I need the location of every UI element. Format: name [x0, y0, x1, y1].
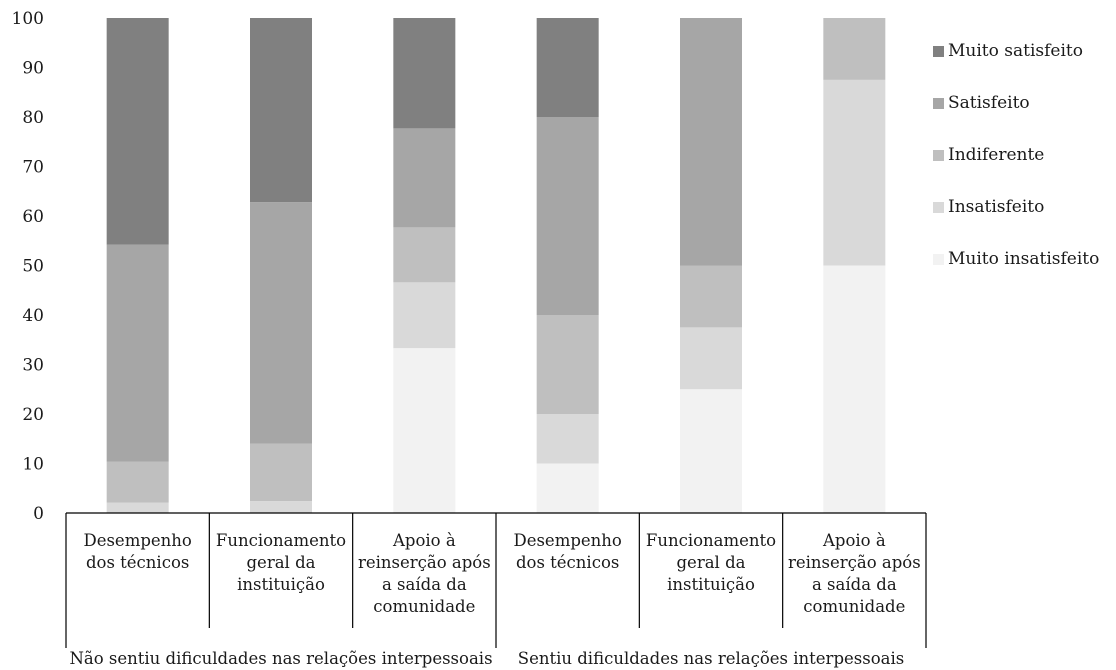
category-label: Funcionamento	[646, 531, 776, 550]
legend-label: Insatisfeito	[948, 197, 1044, 217]
bar-segment	[823, 265, 886, 513]
bar-segment	[393, 18, 456, 129]
category-label: Apoio à	[392, 531, 456, 550]
bar-segment	[250, 18, 312, 203]
y-tick-label: 40	[22, 306, 44, 326]
bar-segment	[393, 227, 456, 283]
bar-segment	[106, 18, 169, 245]
bar-segment	[106, 502, 169, 513]
legend-swatch	[933, 98, 944, 109]
legend-swatch	[933, 254, 944, 265]
category-label: comunidade	[373, 597, 475, 616]
legend-label: Indiferente	[948, 145, 1044, 165]
bar-segment	[680, 327, 742, 390]
bar-segment	[250, 443, 312, 502]
legend-swatch	[933, 46, 944, 57]
bar-segment	[393, 128, 456, 228]
y-tick-label: 60	[22, 207, 44, 227]
category-label: Desempenho	[83, 531, 191, 550]
bar-segment	[536, 463, 599, 513]
bar-segment	[393, 282, 456, 349]
bar-segment	[823, 79, 886, 266]
bar-segment	[536, 18, 599, 117]
bar-segment	[823, 18, 886, 80]
y-tick-label: 10	[22, 455, 44, 475]
category-label: a saída da	[382, 575, 467, 594]
category-label: Funcionamento	[216, 531, 346, 550]
category-label: reinserção após	[788, 553, 921, 572]
legend-label: Muito insatisfeito	[948, 249, 1099, 269]
bar-segment	[250, 202, 312, 444]
bar-segment	[106, 244, 169, 462]
category-label: reinserção após	[358, 553, 491, 572]
bar-segment	[250, 501, 312, 513]
y-tick-label: 80	[22, 108, 44, 128]
category-label: dos técnicos	[516, 553, 619, 572]
category-label: instituição	[237, 575, 325, 594]
y-tick-label: 0	[33, 504, 44, 524]
bar-segment	[536, 414, 599, 464]
bar-segment	[680, 265, 742, 328]
category-label: instituição	[667, 575, 755, 594]
category-label: Apoio à	[822, 531, 886, 550]
y-tick-label: 50	[22, 257, 44, 277]
y-tick-label: 90	[22, 59, 44, 79]
bar-segment	[106, 461, 169, 503]
legend-label: Satisfeito	[948, 93, 1030, 113]
legend-swatch	[933, 150, 944, 161]
bar-segment	[536, 117, 599, 315]
category-label: Desempenho	[513, 531, 621, 550]
y-tick-label: 20	[22, 405, 44, 425]
legend-label: Muito satisfeito	[948, 41, 1083, 61]
y-tick-label: 70	[22, 158, 44, 178]
y-tick-label: 30	[22, 356, 44, 376]
group-label: Não sentiu dificuldades nas relações int…	[69, 649, 492, 668]
category-label: geral da	[247, 553, 316, 572]
category-label: comunidade	[803, 597, 905, 616]
bar-segment	[680, 18, 742, 266]
y-tick-label: 100	[12, 9, 44, 29]
bar-segment	[680, 389, 742, 513]
legend-swatch	[933, 202, 944, 213]
category-label: geral da	[677, 553, 746, 572]
bar-segment	[536, 315, 599, 414]
category-label: dos técnicos	[86, 553, 189, 572]
category-label: a saída da	[812, 575, 897, 594]
bar-segment	[393, 348, 456, 513]
group-label: Sentiu dificuldades nas relações interpe…	[518, 649, 904, 668]
